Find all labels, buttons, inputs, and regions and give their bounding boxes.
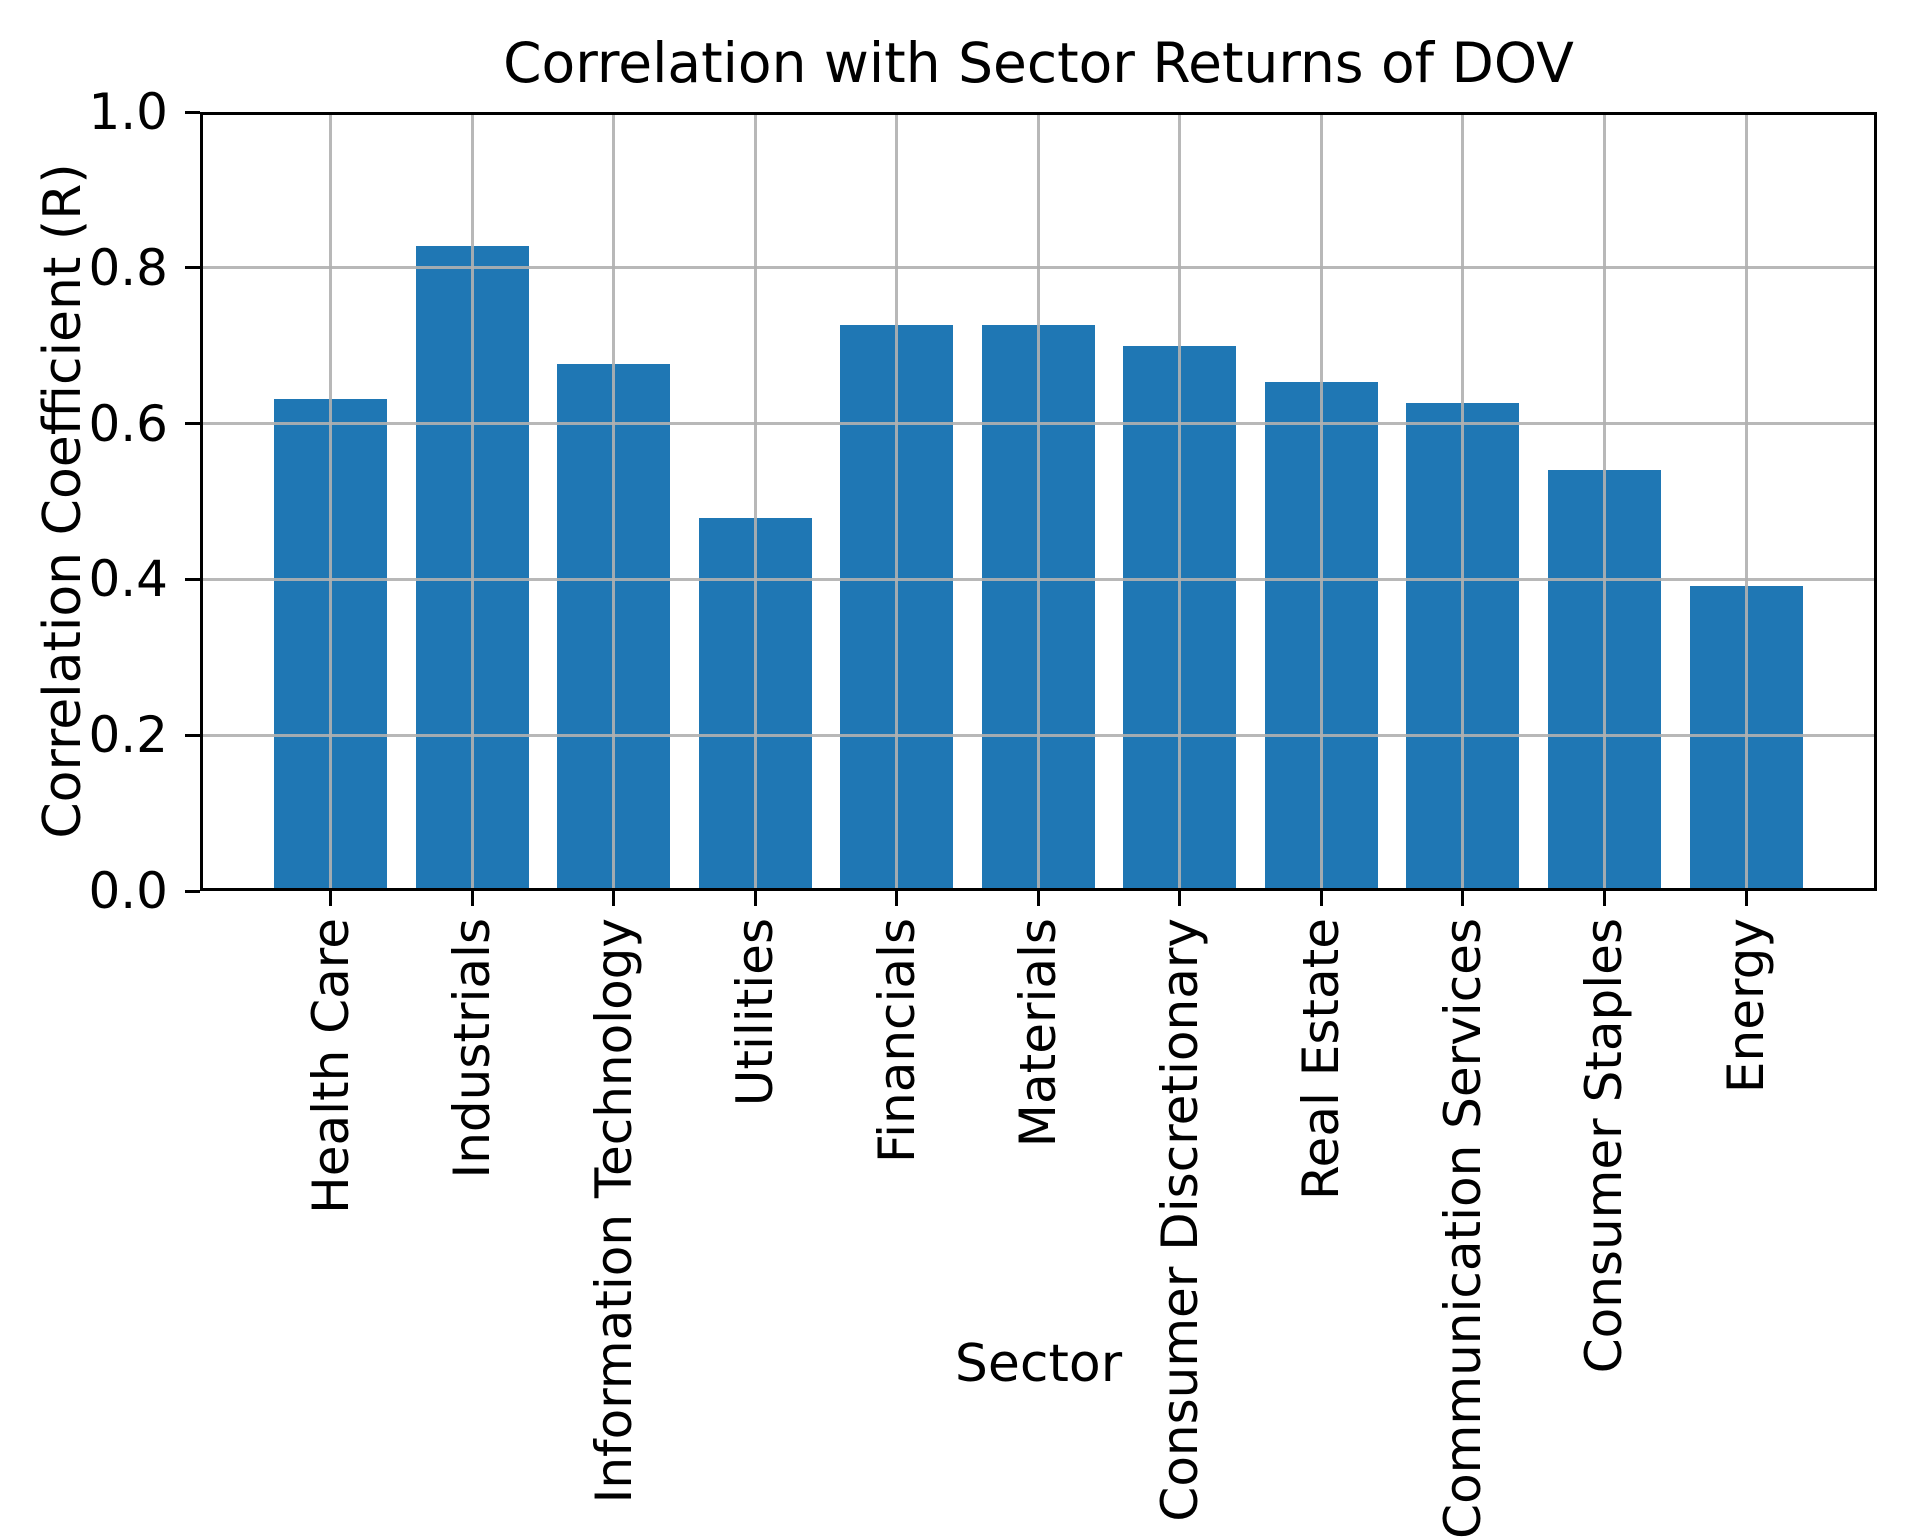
chart-title: Correlation with Sector Returns of DOV	[503, 31, 1574, 95]
x-tick-label-text-utilities: Utilities	[726, 918, 785, 1107]
x-tick-label-text-consumer-discretionary: Consumer Discretionary	[1150, 918, 1209, 1522]
gridline-x-health-care	[329, 112, 332, 891]
x-tick-financials	[895, 891, 899, 906]
gridline-x-financials	[895, 112, 899, 891]
x-tick-label-text-real-estate: Real Estate	[1292, 918, 1351, 1200]
y-tick-label-1.0: 1.0	[88, 83, 168, 141]
x-tick-materials	[1036, 891, 1040, 906]
figure: Correlation with Sector Returns of DOV C…	[33, 31, 1877, 1539]
x-tick-label-text-financials: Financials	[867, 918, 926, 1163]
x-tick-information-technology	[612, 891, 616, 906]
x-tick-communication-services	[1461, 891, 1465, 906]
plot-area	[200, 112, 1877, 891]
x-tick-label-text-energy: Energy	[1717, 918, 1775, 1094]
x-tick-label-text-consumer-staples: Consumer Staples	[1575, 918, 1634, 1374]
x-tick-label-text-information-technology: Information Technology	[584, 918, 643, 1504]
gridline-x-materials	[1036, 112, 1040, 891]
x-tick-health-care	[329, 891, 332, 906]
x-tick-energy	[1744, 891, 1748, 906]
x-tick-real-estate	[1319, 891, 1323, 906]
gridline-x-consumer-discretionary	[1178, 112, 1182, 891]
y-tick-0.6	[185, 422, 200, 426]
gridline-x-industrials	[470, 112, 474, 891]
y-tick-label-0.0: 0.0	[88, 862, 168, 920]
x-tick-label-text-industrials: Industrials	[443, 918, 502, 1179]
y-tick-label-0.2: 0.2	[88, 706, 168, 765]
y-tick-0.0	[185, 889, 200, 893]
gridline-x-consumer-staples	[1602, 112, 1606, 891]
axis-decorations: 0.0 0.2 0.4 0.6 0.8 1.0 Health Care Industrials…	[88, 83, 1775, 1539]
x-tick-label-text-materials: Materials	[1009, 918, 1068, 1148]
x-tick-industrials	[470, 891, 474, 906]
y-tick-0.4	[185, 577, 200, 581]
y-tick-label-0.4: 0.4	[88, 550, 168, 609]
x-tick-consumer-discretionary	[1178, 891, 1182, 906]
y-tick-label-0.6: 0.6	[88, 394, 168, 453]
y-tick-0.2	[185, 733, 200, 737]
gridline-x-utilities	[753, 112, 757, 891]
x-axis-label: Sector	[954, 1334, 1123, 1394]
gridline-x-communication-services	[1461, 112, 1465, 891]
gridline-x-real-estate	[1319, 112, 1323, 891]
y-tick-0.8	[185, 266, 200, 270]
y-tick-label-0.8: 0.8	[88, 238, 168, 297]
x-tick-label-text-health-care: Health Care	[301, 918, 360, 1214]
x-tick-label-text-communication-services: Communication Services	[1433, 918, 1492, 1539]
x-tick-consumer-staples	[1602, 891, 1606, 906]
y-tick-1.0	[185, 110, 200, 114]
gridline-x-information-technology	[612, 112, 616, 891]
x-tick-utilities	[753, 891, 757, 906]
gridline-x-energy	[1744, 112, 1748, 891]
